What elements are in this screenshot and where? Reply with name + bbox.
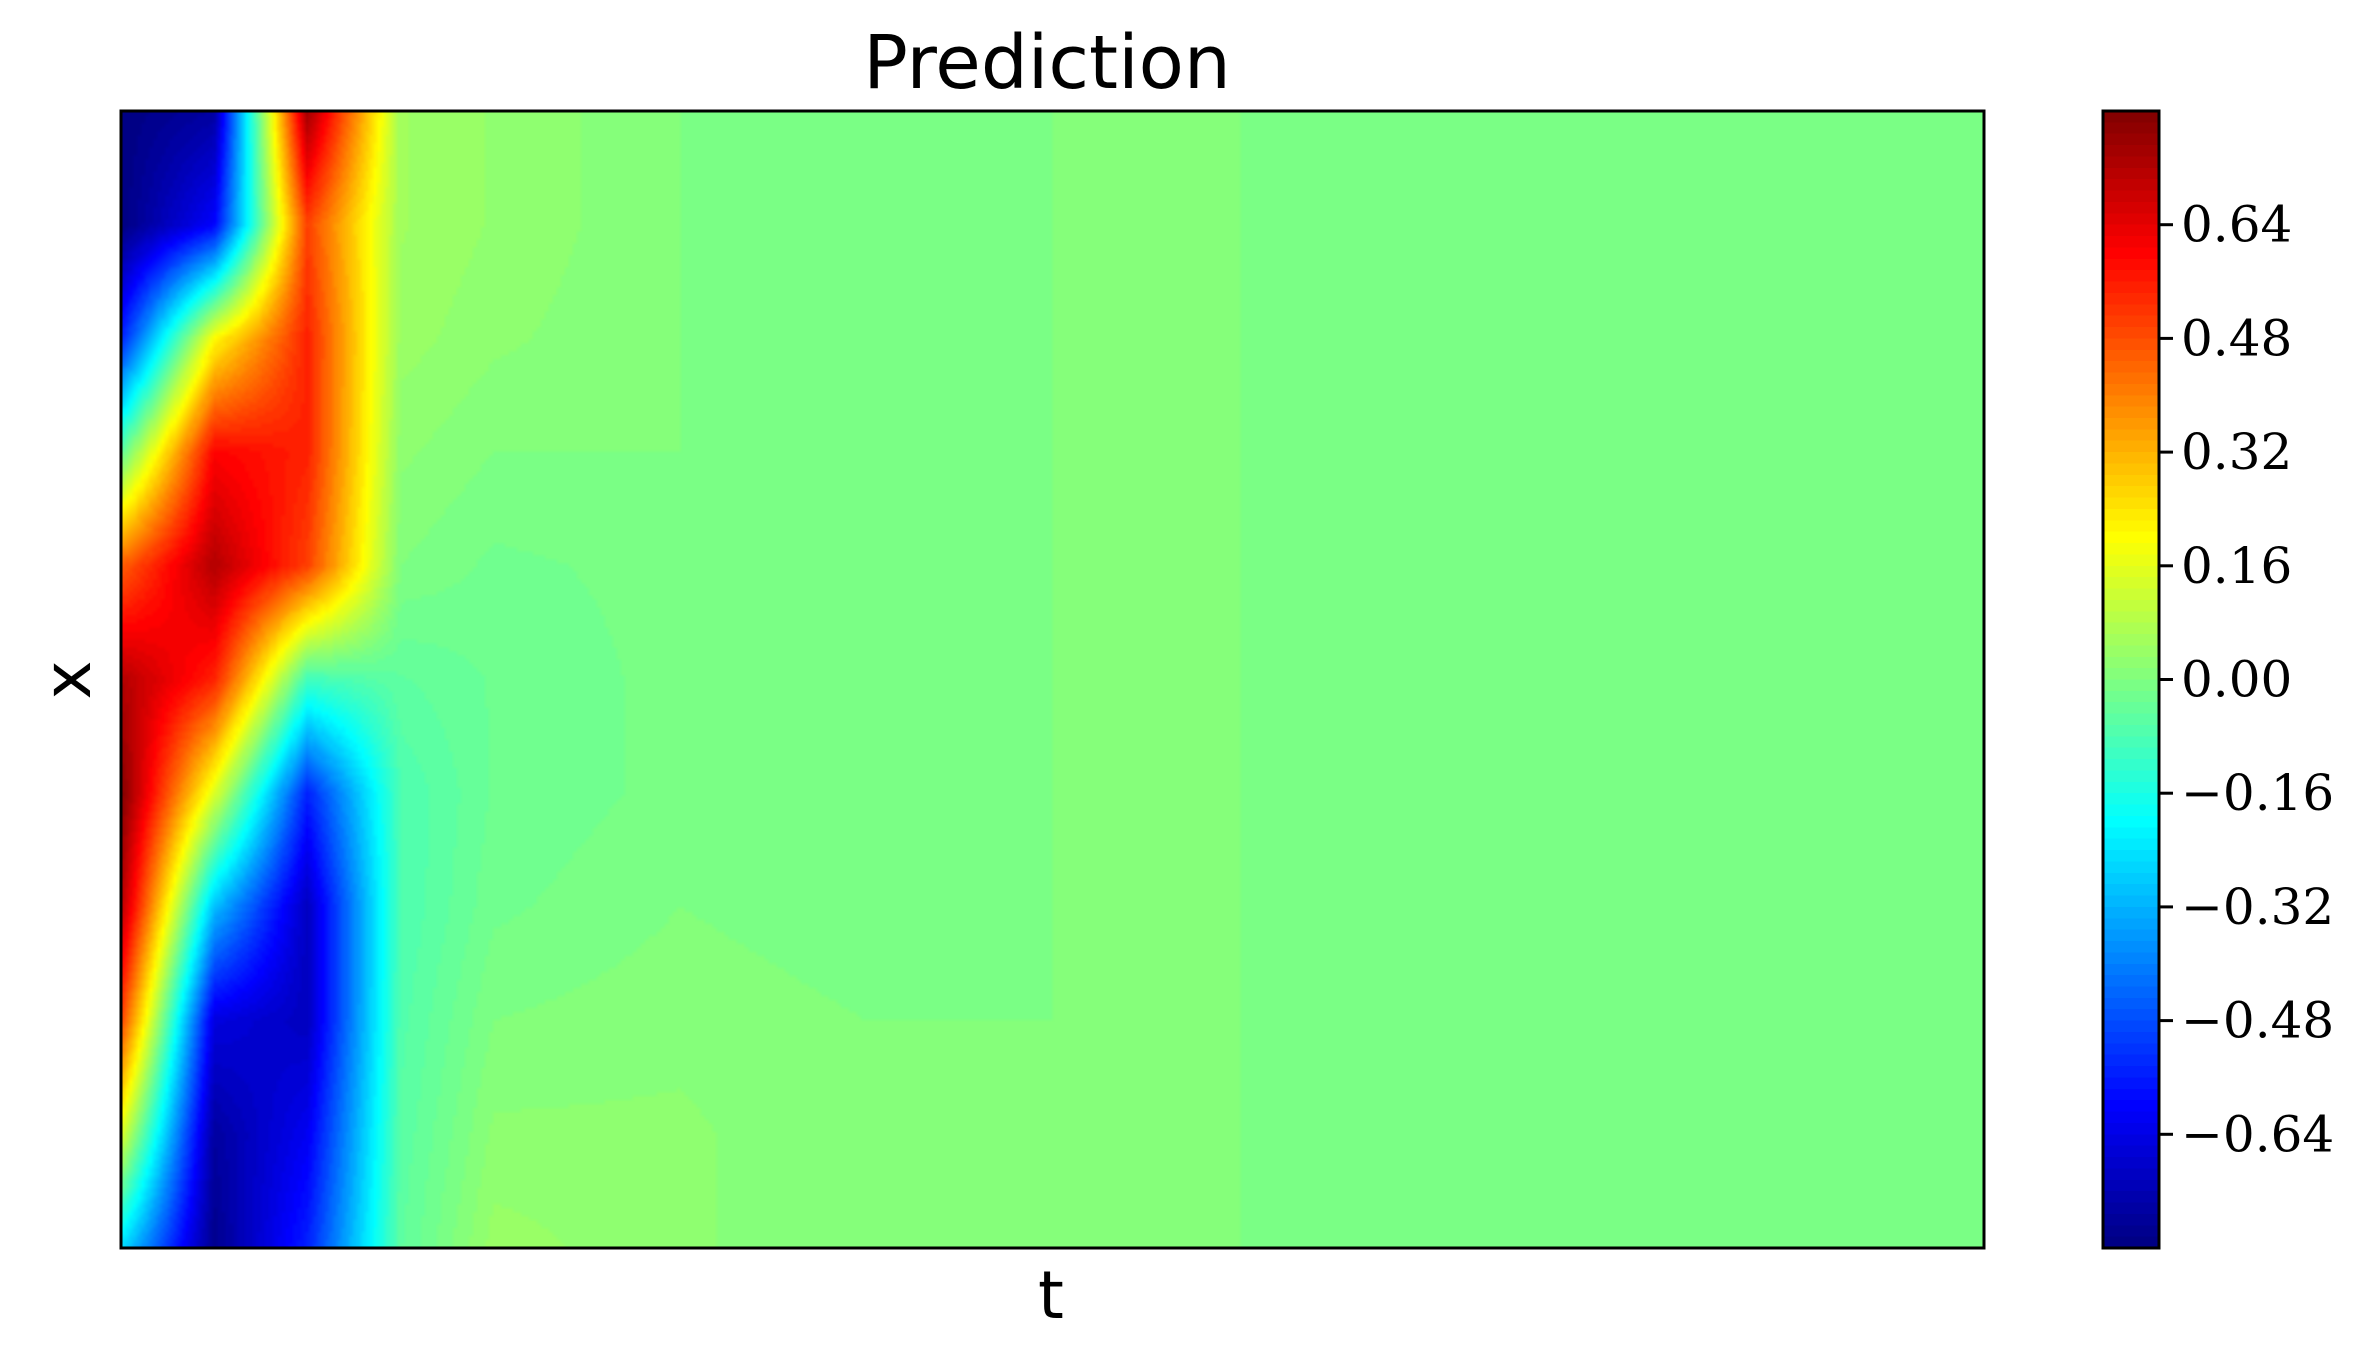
colorbar-tick-label: 0.64 <box>2181 196 2292 254</box>
heatmap-image <box>121 111 1984 1248</box>
colorbar-tick-label: −0.64 <box>2181 1105 2334 1163</box>
colorbar-gradient <box>2103 111 2159 1248</box>
chart-title: Prediction <box>863 20 1231 106</box>
colorbar-tick-label: 0.00 <box>2181 651 2292 709</box>
x-axis-label: t <box>1038 1257 1064 1334</box>
heatmap-plot-area <box>119 109 1986 1250</box>
colorbar-tick-label: 0.32 <box>2181 423 2292 481</box>
colorbar-tick-label: −0.16 <box>2181 764 2334 822</box>
y-axis-label: x <box>29 660 106 699</box>
colorbar-tick-label: 0.48 <box>2181 309 2292 367</box>
colorbar-ticks: −0.64 −0.48 −0.32 −0.16 0.00 0.16 0.32 0.48 0.64 <box>2159 196 2334 1163</box>
colorbar-tick-label: −0.48 <box>2181 992 2334 1050</box>
colorbar: −0.64 −0.48 −0.32 −0.16 0.00 0.16 0.32 0.48 0.64 <box>2101 109 2334 1250</box>
colorbar-tick-label: −0.32 <box>2181 878 2334 936</box>
colorbar-tick-label: 0.16 <box>2181 537 2292 595</box>
plot-frame <box>119 109 1986 1250</box>
